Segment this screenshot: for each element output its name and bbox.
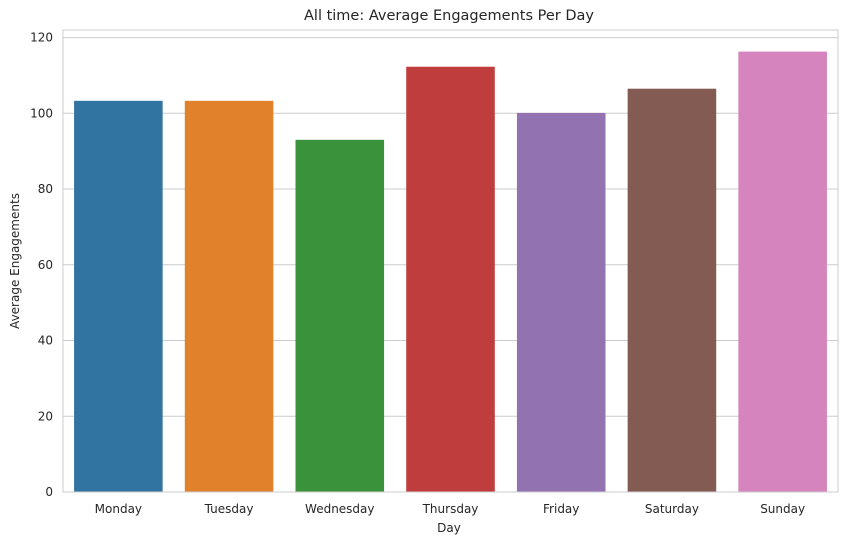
y-axis-label: Average Engagements [8,193,22,329]
bars [74,51,827,493]
y-tick-labels: 0 20 40 60 80 100 120 [30,31,53,499]
x-tick-label-thursday: Thursday [422,502,479,516]
y-tick-label: 80 [38,182,53,196]
y-tick-label: 20 [38,409,53,423]
x-tick-label-tuesday: Tuesday [204,502,254,516]
y-tick-label: 0 [45,485,53,499]
bar-saturday [627,88,717,493]
y-tick-label: 40 [38,334,53,348]
y-tick-label: 120 [30,31,53,45]
y-tick-label: 100 [30,106,53,120]
y-tick-label: 60 [38,258,53,272]
x-tick-label-saturday: Saturday [645,502,699,516]
plot-frame [62,29,839,493]
chart-title: All time: Average Engagements Per Day [304,8,594,24]
bar-wednesday [295,139,385,492]
x-tick-label-sunday: Sunday [760,502,805,516]
bar-tuesday [184,100,274,492]
bar-monday [74,100,163,492]
x-tick-label-monday: Monday [95,502,142,516]
x-tick-labels: Monday Tuesday Wednesday Thursday Friday Satu… [95,502,805,516]
x-tick-label-wednesday: Wednesday [305,502,374,516]
x-tick-label-friday: Friday [543,502,579,516]
bar-sunday [738,51,827,493]
x-axis-label: Day [437,521,461,535]
bar-friday [516,112,606,492]
bar-thursday [406,66,495,492]
